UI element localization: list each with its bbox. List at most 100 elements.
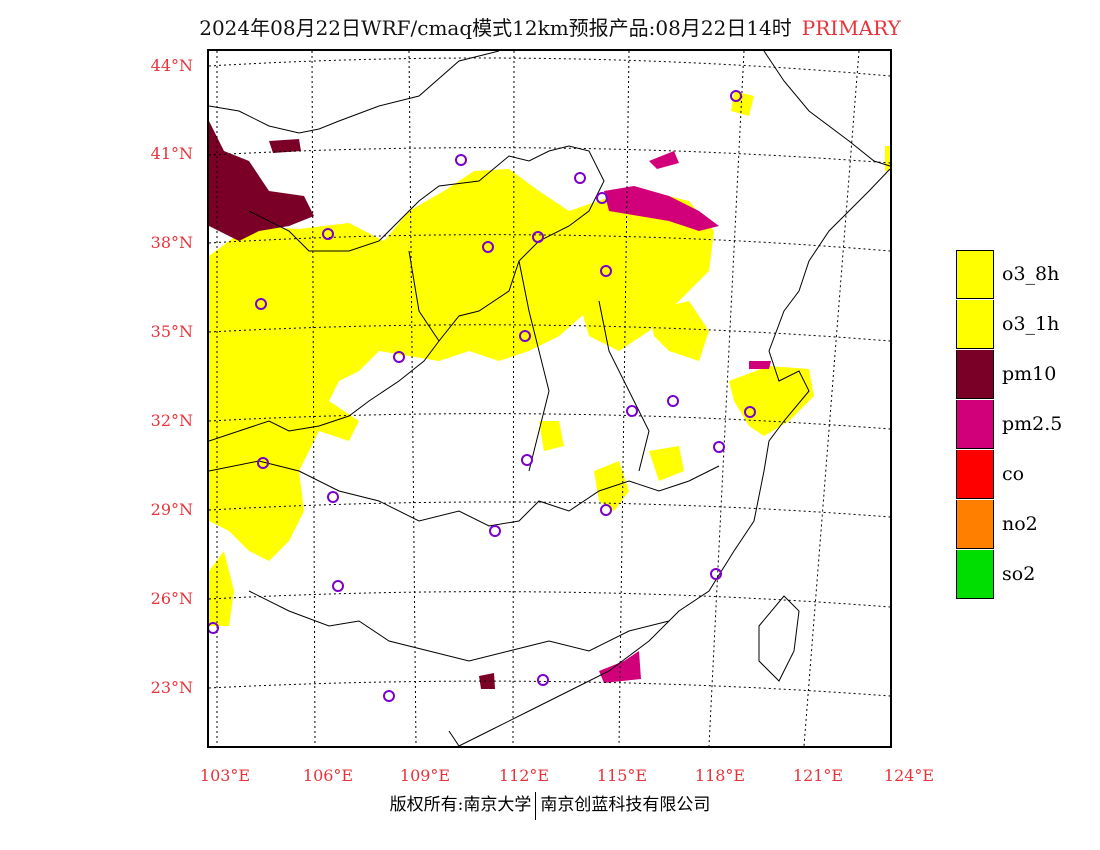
pm10-regions <box>209 121 495 689</box>
legend-swatch <box>956 449 994 499</box>
city-marker <box>482 241 494 253</box>
o3-west <box>209 169 649 561</box>
boundary-national-north <box>208 50 500 134</box>
legend-item-co: co <box>956 449 1062 499</box>
legend-label: co <box>1002 463 1025 485</box>
graticule-lat-32 <box>208 413 891 430</box>
province-boundaries-south <box>248 590 670 662</box>
o3-east-edge <box>885 146 890 171</box>
graticule-lat-38 <box>208 234 891 252</box>
map-canvas <box>207 50 891 747</box>
legend-item-o3-8h: o3_8h <box>956 249 1062 299</box>
city-marker <box>600 504 612 516</box>
legend-label: so2 <box>1002 563 1036 585</box>
city-marker <box>332 580 344 592</box>
o3-north-china <box>554 191 714 351</box>
city-marker <box>322 228 334 240</box>
lon-label-121e: 121°E <box>792 766 844 785</box>
province-boundary-shanxi <box>408 250 440 342</box>
hainan-edge <box>448 730 460 747</box>
city-marker <box>626 405 638 417</box>
lon-label-118e: 118°E <box>694 766 746 785</box>
city-markers <box>207 90 756 702</box>
o3-northeast <box>731 91 754 116</box>
pm10-small <box>269 139 301 153</box>
city-marker <box>596 192 608 204</box>
legend-swatch <box>956 349 994 399</box>
legend-item-no2: no2 <box>956 499 1062 549</box>
city-marker <box>537 674 549 686</box>
copyright-footer: 版权所有:南京大学 南京创蓝科技有限公司 <box>0 790 1100 820</box>
boundary-northeast <box>763 50 891 167</box>
map-title: 2024年08月22日WRF/cmaq模式12km预报产品:08月22日14时 P… <box>0 12 1100 41</box>
lon-label-109e: 109°E <box>399 766 451 785</box>
pm25-beijing-tianjin <box>604 186 719 231</box>
city-marker <box>383 690 395 702</box>
lat-label-26n: 26°N <box>150 589 193 608</box>
city-marker <box>257 457 269 469</box>
city-marker <box>489 525 501 537</box>
legend-swatch <box>956 399 994 449</box>
legend-item-pm25: pm2.5 <box>956 399 1062 449</box>
lon-label-124e: 124°E <box>883 766 935 785</box>
graticule-lon-118 <box>708 50 745 747</box>
map-frame <box>207 49 892 748</box>
graticule-lon-115 <box>618 50 630 747</box>
lat-label-38n: 38°N <box>150 233 193 252</box>
legend-swatch <box>956 499 994 549</box>
legend-label: no2 <box>1002 513 1038 535</box>
city-marker <box>255 298 267 310</box>
lon-label-112e: 112°E <box>498 766 550 785</box>
graticule-lat-23 <box>208 680 891 697</box>
legend-item-pm10: pm10 <box>956 349 1062 399</box>
graticule <box>208 50 891 747</box>
legend-label: o3_1h <box>1002 313 1060 335</box>
city-marker <box>393 351 405 363</box>
graticule-lon-109 <box>408 50 417 747</box>
city-marker <box>532 231 544 243</box>
taiwan-outline <box>758 595 800 682</box>
graticule-lat-35 <box>208 324 891 342</box>
city-marker <box>713 441 725 453</box>
footer-right: 南京创蓝科技有限公司 <box>540 795 711 815</box>
graticule-lat-44 <box>208 57 891 77</box>
o3-regions <box>209 91 890 626</box>
graticule-lon-106 <box>311 50 316 747</box>
city-marker <box>730 90 742 102</box>
graticule-lat-41 <box>208 147 891 164</box>
city-marker <box>744 406 756 418</box>
o3-southwest-edge <box>209 551 234 626</box>
lat-label-44n: 44°N <box>150 56 193 75</box>
city-marker <box>327 491 339 503</box>
o3-shandong <box>649 301 709 361</box>
pm10-guangdong <box>479 673 495 689</box>
city-marker <box>600 265 612 277</box>
province-boundaries-middle <box>208 460 720 527</box>
pm25-jiangsu <box>749 361 771 369</box>
title-main: 2024年08月22日WRF/cmaq模式12km预报产品:08月22日14时 <box>199 16 792 40</box>
footer-left: 版权所有:南京大学 <box>389 795 532 815</box>
o3-fujian-north <box>649 446 684 481</box>
legend-item-so2: so2 <box>956 549 1062 599</box>
lat-label-29n: 29°N <box>150 500 193 519</box>
legend-label: o3_8h <box>1002 263 1060 285</box>
pm10-inner-mongolia <box>209 121 314 241</box>
lat-label-23n: 23°N <box>150 678 193 697</box>
graticule-lon-121 <box>803 50 860 747</box>
legend-swatch <box>956 549 994 599</box>
city-marker <box>574 172 586 184</box>
title-tag: PRIMARY <box>801 16 901 40</box>
o3-yangtze-delta <box>729 366 814 436</box>
o3-hubei <box>539 421 564 451</box>
graticule-lon-112 <box>512 50 515 747</box>
graticule-lat-29 <box>208 501 891 518</box>
legend-label: pm2.5 <box>1002 413 1063 435</box>
legend-swatch <box>956 249 994 299</box>
city-marker <box>710 568 722 580</box>
city-marker <box>455 154 467 166</box>
boundaries <box>208 50 891 747</box>
lon-label-115e: 115°E <box>596 766 648 785</box>
province-boundaries-north <box>208 145 605 442</box>
legend-item-o3-1h: o3_1h <box>956 299 1062 349</box>
province-boundary-henan-hubei <box>518 260 550 472</box>
